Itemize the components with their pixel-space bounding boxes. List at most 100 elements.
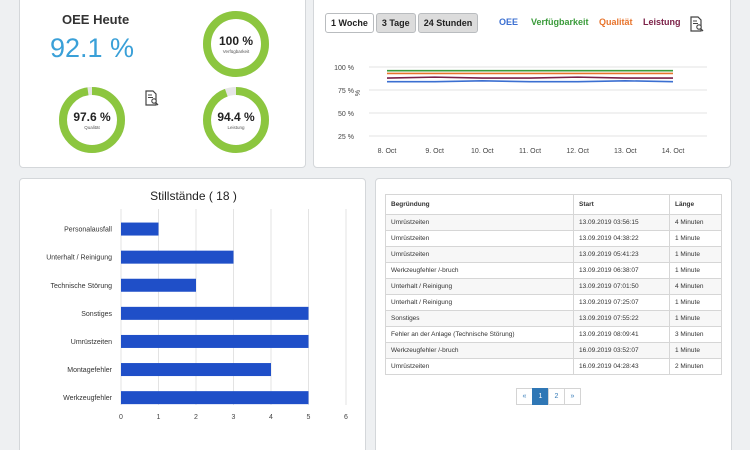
- cell-reason: Unterhalt / Reinigung: [385, 294, 574, 311]
- quality-label: Qualität: [84, 125, 100, 130]
- performance-gauge: 94.4 % Leistung: [202, 86, 270, 154]
- legend-availability[interactable]: Verfügbarkeit: [531, 17, 589, 27]
- range-button-24-hours[interactable]: 24 Stunden: [417, 13, 479, 33]
- y-tick-label: 25 %: [338, 134, 354, 141]
- pagination: « 1 2 »: [516, 388, 581, 405]
- x-tick-label: 0: [119, 414, 123, 421]
- table-row[interactable]: Umrüstzeiten 16.09.2019 04:28:43 2 Minuten: [385, 358, 722, 375]
- table-row[interactable]: Umrüstzeiten 13.09.2019 04:38:22 1 Minute: [385, 230, 722, 247]
- availability-value: 100 %: [218, 34, 254, 48]
- cell-start: 13.09.2019 03:56:15: [573, 214, 670, 231]
- range-button-3-days[interactable]: 3 Tage: [375, 13, 416, 33]
- pagination-next[interactable]: »: [564, 388, 581, 405]
- legend-performance[interactable]: Leistung: [643, 17, 681, 27]
- cell-duration: 4 Minuten: [669, 278, 722, 295]
- availability-gauge: 100 % Verfügbarkeit: [202, 10, 270, 78]
- downtime-table: Begründung Start Länge Umrüstzeiten 13.09…: [385, 194, 722, 375]
- legend-quality[interactable]: Qualität: [599, 17, 633, 27]
- x-tick-label: 10. Oct: [471, 148, 494, 155]
- table-row[interactable]: Werkzeugfehler /-bruch 13.09.2019 06:38:0…: [385, 262, 722, 279]
- column-header-reason[interactable]: Begründung: [385, 194, 574, 215]
- oee-panel: OEE Heute 92.1 % 100 % Verfügbarkeit 97.…: [19, 0, 306, 168]
- cell-reason: Werkzeugfehler /-bruch: [385, 262, 574, 279]
- range-button-1-week[interactable]: 1 Woche: [325, 13, 374, 33]
- cell-reason: Unterhalt / Reinigung: [385, 278, 574, 295]
- quality-gauge-ring: [59, 87, 125, 153]
- pagination-prev[interactable]: «: [516, 388, 533, 405]
- series-line-leistung[interactable]: [386, 76, 673, 79]
- cell-reason: Sonstiges: [385, 310, 574, 327]
- cell-duration: 1 Minute: [669, 230, 722, 247]
- table-row[interactable]: Werkzeugfehler /-bruch 16.09.2019 03:52:0…: [385, 342, 722, 359]
- performance-value: 94.4 %: [217, 110, 255, 124]
- bar[interactable]: [121, 363, 271, 377]
- table-row[interactable]: Umrüstzeiten 13.09.2019 05:41:23 1 Minute: [385, 246, 722, 263]
- table-body: Umrüstzeiten 13.09.2019 03:56:15 4 Minuten…: [385, 214, 722, 375]
- trend-line-chart: 100 % 75 % 50 % 25 %% 8. Oct 9. Oct 10. Oct 11.…: [334, 65, 707, 155]
- table-row[interactable]: Fehler an der Anlage (Technische Störung…: [385, 326, 722, 343]
- y-tick-label: 100 %: [334, 65, 354, 72]
- legend-oee[interactable]: OEE: [499, 17, 519, 27]
- y-tick-label: 75 %: [338, 88, 354, 95]
- table-row[interactable]: Unterhalt / Reinigung 13.09.2019 07:25:07…: [385, 294, 722, 311]
- bar[interactable]: [121, 334, 309, 348]
- downtime-table-panel: Begründung Start Länge Umrüstzeiten 13.09…: [375, 178, 732, 450]
- range-button-group: 1 Woche 3 Tage 24 Stunden: [325, 13, 480, 33]
- downtime-panel: Stillstände ( 18 ) 0 1 2 3 4 5 6 Personalausfal…: [19, 178, 366, 450]
- cell-start: 13.09.2019 06:38:07: [573, 262, 670, 279]
- cell-duration: 1 Minute: [669, 246, 722, 263]
- bar[interactable]: [121, 250, 234, 264]
- availability-gauge-ring: [203, 11, 269, 77]
- bar[interactable]: [121, 391, 309, 405]
- cell-start: 16.09.2019 04:28:43: [573, 358, 670, 375]
- y-category-label: Werkzeugfehler: [63, 395, 113, 402]
- quality-gauge: 97.6 % Qualität: [58, 86, 126, 154]
- y-category-label: Sonstiges: [81, 311, 112, 318]
- bar[interactable]: [121, 306, 309, 320]
- performance-label: Leistung: [227, 125, 245, 130]
- cell-duration: 4 Minuten: [669, 214, 722, 231]
- x-tick-label: 3: [232, 414, 236, 421]
- x-tick-label: 11. Oct: [519, 148, 541, 155]
- x-tick-label: 6: [344, 414, 348, 421]
- table-row[interactable]: Unterhalt / Reinigung 13.09.2019 07:01:50…: [385, 278, 722, 295]
- x-tick-label: 8. Oct: [378, 148, 397, 155]
- column-header-duration[interactable]: Länge: [669, 194, 722, 215]
- cell-duration: 1 Minute: [669, 310, 722, 327]
- y-tick-label: 50 %: [338, 111, 354, 118]
- cell-start: 13.09.2019 07:25:07: [573, 294, 670, 311]
- x-tick-label: 4: [269, 414, 273, 421]
- x-tick-label: 13. Oct: [614, 148, 637, 155]
- series-line-oee[interactable]: [387, 79, 674, 83]
- cell-duration: 3 Minuten: [669, 326, 722, 343]
- table-row[interactable]: Umrüstzeiten 13.09.2019 03:56:15 4 Minuten: [385, 214, 722, 231]
- cell-duration: 1 Minute: [669, 262, 722, 279]
- bar[interactable]: [121, 222, 159, 236]
- pagination-page-1[interactable]: 1: [532, 388, 549, 405]
- cell-start: 13.09.2019 08:09:41: [573, 326, 670, 343]
- cell-reason: Werkzeugfehler /-bruch: [385, 342, 574, 359]
- trend-panel: 1 Woche 3 Tage 24 Stunden OEE Verfügbark…: [313, 0, 731, 168]
- document-search-icon[interactable]: [145, 90, 159, 106]
- table-header-row: Begründung Start Länge: [385, 194, 722, 215]
- document-search-icon[interactable]: [690, 16, 704, 32]
- y-category-label: Personalausfall: [64, 227, 112, 234]
- oee-value: 92.1 %: [50, 33, 135, 63]
- y-category-label: Montagefehler: [67, 367, 112, 374]
- x-tick-label: 5: [307, 414, 311, 421]
- cell-start: 16.09.2019 03:52:07: [573, 342, 670, 359]
- column-header-start[interactable]: Start: [573, 194, 670, 215]
- availability-label: Verfügbarkeit: [222, 49, 250, 54]
- x-tick-label: 2: [194, 414, 198, 421]
- performance-gauge-ring: [203, 87, 269, 153]
- cell-start: 13.09.2019 07:55:22: [573, 310, 670, 327]
- y-category-label: Technische Störung: [51, 283, 113, 290]
- cell-start: 13.09.2019 07:01:50: [573, 278, 670, 295]
- bar[interactable]: [121, 278, 196, 292]
- downtime-chart-title: Stillstände ( 18 ): [150, 189, 237, 203]
- quality-value: 97.6 %: [73, 110, 111, 124]
- table-row[interactable]: Sonstiges 13.09.2019 07:55:22 1 Minute: [385, 310, 722, 327]
- x-tick-label: 12. Oct: [566, 148, 589, 155]
- pagination-page-2[interactable]: 2: [548, 388, 565, 405]
- cell-reason: Umrüstzeiten: [385, 214, 574, 231]
